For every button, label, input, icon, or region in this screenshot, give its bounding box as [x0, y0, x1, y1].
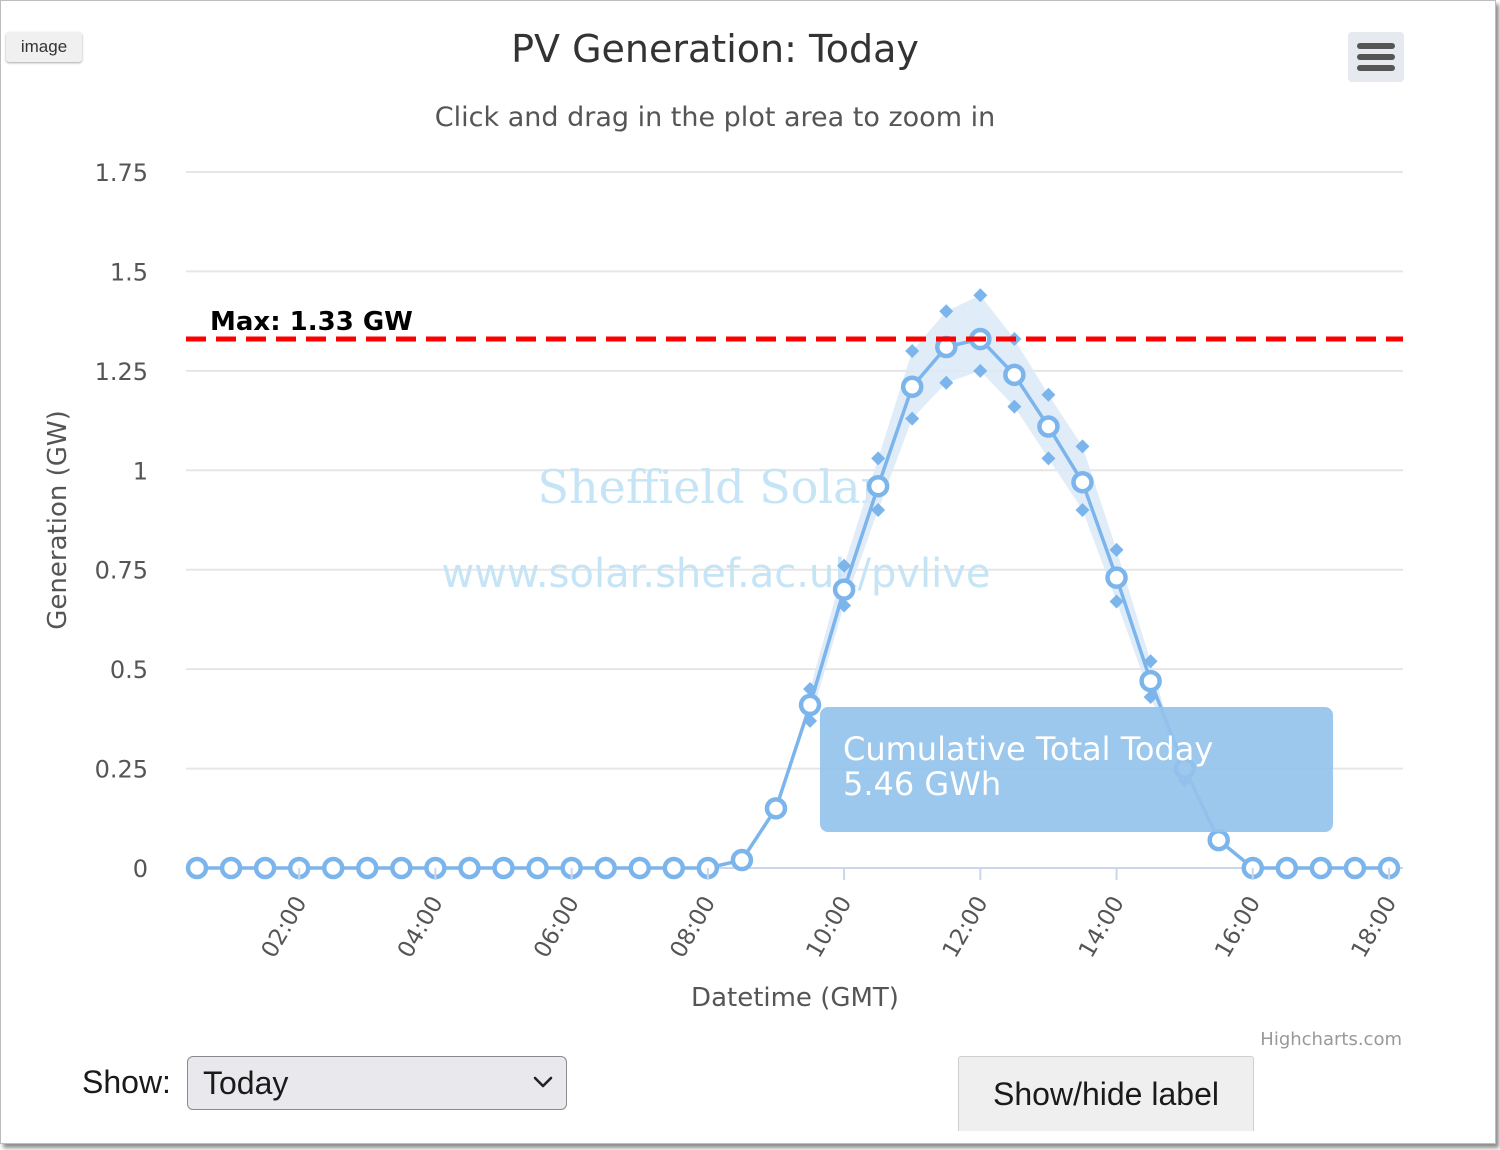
x-tick-label: 18:00 — [1347, 892, 1403, 962]
lower-estimate-point[interactable] — [1007, 399, 1022, 414]
y-tick-label: 0.5 — [110, 656, 148, 684]
x-tick-label: 16:00 — [1210, 892, 1266, 962]
upper-estimate-point[interactable] — [871, 451, 886, 466]
x-tick-label: 02:00 — [257, 892, 313, 962]
generation-point[interactable] — [253, 856, 277, 880]
lower-estimate-point[interactable] — [803, 713, 818, 728]
watermark-title: Sheffield Solar — [537, 460, 882, 514]
x-tick-label: 06:00 — [529, 892, 585, 962]
x-tick-label: 04:00 — [393, 892, 449, 962]
lower-estimate-point[interactable] — [1143, 689, 1158, 704]
generation-point[interactable] — [526, 856, 549, 880]
generation-point[interactable] — [1275, 856, 1299, 880]
generation-point[interactable] — [1309, 856, 1333, 880]
cumulative-total-value: 5.46 GWh — [843, 765, 1001, 803]
generation-point[interactable] — [662, 856, 686, 880]
upper-estimate-point[interactable] — [973, 288, 988, 303]
generation-point[interactable] — [492, 856, 515, 880]
watermark-url: www.solar.shef.ac.uk/pvlive — [441, 551, 990, 597]
generation-point[interactable] — [1139, 669, 1162, 693]
lower-estimate-point[interactable] — [871, 503, 886, 518]
chart-subtitle: Click and drag in the plot area to zoom … — [435, 102, 995, 133]
highcharts-credits[interactable]: Highcharts.com — [1260, 1029, 1402, 1050]
generation-point[interactable] — [1343, 856, 1367, 880]
chevron-down-icon — [533, 1076, 553, 1088]
generation-point[interactable] — [866, 474, 890, 498]
show-select-value: Today — [203, 1065, 289, 1101]
cumulative-total-title: Cumulative Total Today — [843, 730, 1213, 768]
generation-point[interactable] — [832, 578, 856, 601]
generation-point[interactable] — [321, 856, 345, 880]
lower-estimate-point[interactable] — [1041, 451, 1056, 466]
upper-estimate-point[interactable] — [905, 343, 920, 358]
x-tick-label: 10:00 — [802, 892, 858, 962]
y-tick-label: 1.25 — [95, 358, 148, 386]
generation-point[interactable] — [1071, 470, 1094, 494]
lower-estimate-point[interactable] — [837, 598, 852, 613]
y-tick-label: 1.75 — [95, 159, 148, 187]
lower-estimate-point[interactable] — [905, 411, 920, 426]
upper-estimate-point[interactable] — [803, 682, 818, 697]
y-tick-label: 0.25 — [95, 756, 148, 784]
generation-point[interactable] — [594, 856, 617, 880]
upper-estimate-point[interactable] — [939, 304, 954, 319]
upper-estimate-point[interactable] — [1109, 542, 1124, 557]
show-label: Show: — [82, 1064, 171, 1100]
chart-title: PV Generation: Today — [511, 27, 919, 71]
generation-point[interactable] — [730, 848, 754, 872]
generation-point[interactable] — [356, 856, 379, 880]
upper-estimate-point[interactable] — [1041, 387, 1056, 402]
max-line-label: Max: 1.33 GW — [210, 307, 413, 337]
cumulative-total-box — [820, 707, 1333, 832]
x-tick-label: 12:00 — [938, 892, 994, 962]
upper-estimate-point[interactable] — [1075, 439, 1090, 454]
generation-point[interactable] — [798, 693, 822, 717]
generation-point[interactable] — [1105, 566, 1128, 589]
chart-menu-button[interactable] — [1348, 32, 1404, 82]
generation-point[interactable] — [628, 856, 651, 880]
generation-point[interactable] — [1037, 415, 1060, 438]
generation-point[interactable] — [1207, 828, 1230, 852]
generation-point[interactable] — [219, 856, 243, 880]
generation-point[interactable] — [458, 856, 481, 880]
upper-estimate-point[interactable] — [1143, 654, 1158, 669]
image-badge: image — [6, 32, 82, 62]
y-tick-label: 0.75 — [95, 557, 148, 585]
x-tick-label: 14:00 — [1074, 892, 1130, 962]
x-axis-title: Datetime (GMT) — [691, 983, 899, 1013]
show-hide-label-button[interactable]: Show/hide label — [958, 1056, 1254, 1131]
upper-estimate-point[interactable] — [837, 558, 852, 573]
generation-point[interactable] — [900, 375, 924, 399]
show-select[interactable]: Today — [187, 1056, 567, 1110]
lower-estimate-point[interactable] — [939, 375, 954, 390]
y-axis-title: Generation (GW) — [43, 410, 73, 629]
y-tick-label: 0 — [133, 855, 148, 883]
lower-estimate-point[interactable] — [1075, 503, 1090, 518]
generation-point[interactable] — [185, 856, 209, 880]
y-tick-label: 1 — [133, 457, 148, 485]
generation-point[interactable] — [390, 856, 413, 880]
lower-estimate-point[interactable] — [973, 363, 988, 378]
generation-point[interactable] — [1003, 363, 1026, 387]
generation-point[interactable] — [764, 797, 788, 820]
x-tick-label: 08:00 — [665, 892, 721, 962]
y-tick-label: 1.5 — [110, 258, 148, 286]
lower-estimate-point[interactable] — [1109, 594, 1124, 609]
